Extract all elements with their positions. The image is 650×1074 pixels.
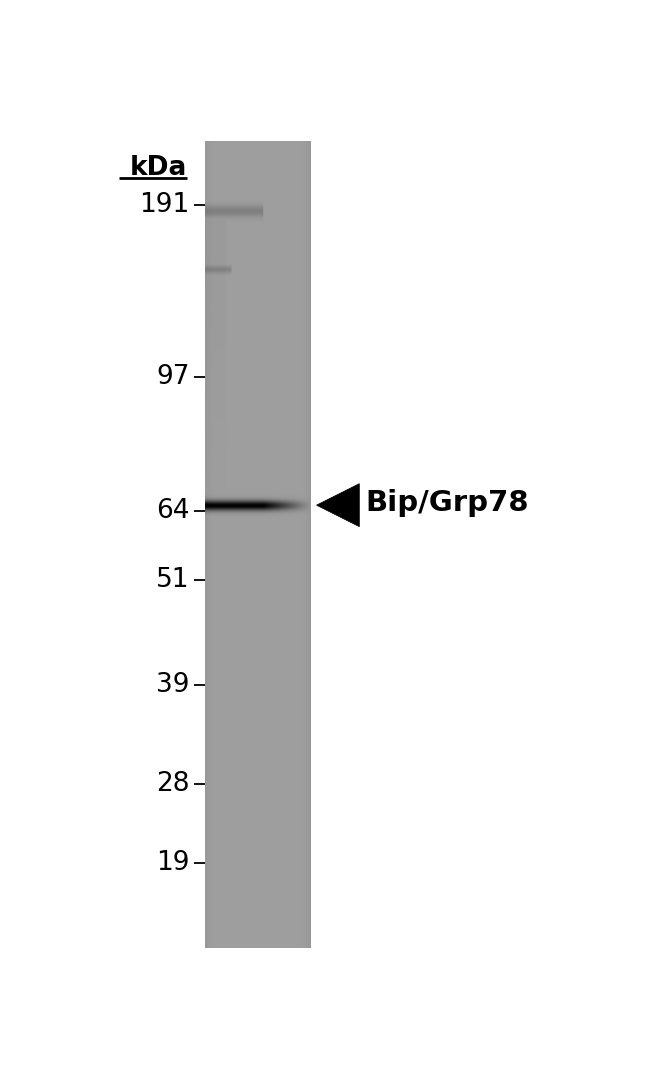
Text: 97: 97 xyxy=(156,364,190,390)
Text: 28: 28 xyxy=(156,771,190,797)
Text: 39: 39 xyxy=(156,671,190,698)
Text: Bip/Grp78: Bip/Grp78 xyxy=(365,489,529,517)
Polygon shape xyxy=(317,483,359,526)
Text: 19: 19 xyxy=(156,851,190,876)
Text: 51: 51 xyxy=(156,567,190,593)
Text: kDa: kDa xyxy=(129,156,187,182)
Text: 64: 64 xyxy=(156,498,190,524)
Text: 191: 191 xyxy=(139,192,190,218)
